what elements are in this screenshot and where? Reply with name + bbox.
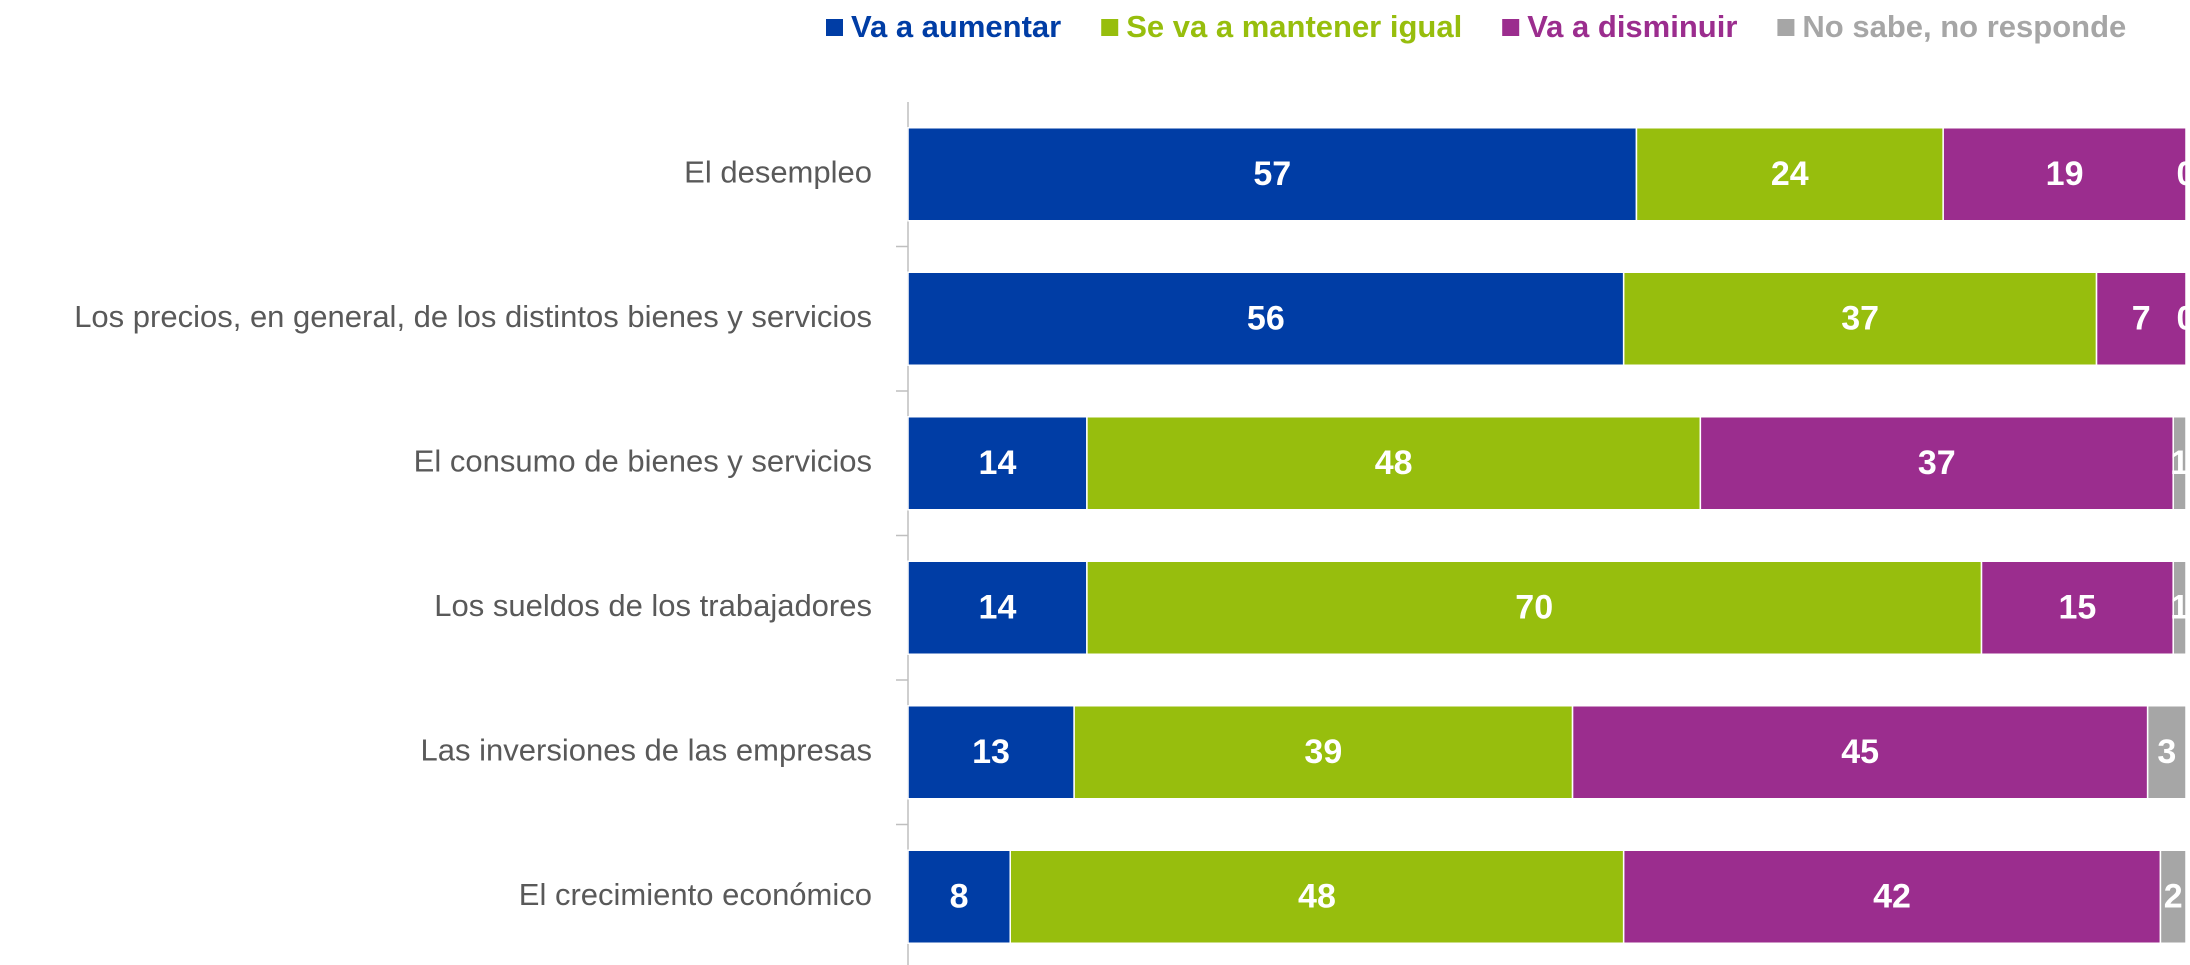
bar-segment	[907, 271, 1625, 366]
data-label: 48	[1375, 444, 1413, 482]
bar-segment	[1942, 127, 2187, 222]
data-label: 57	[1253, 155, 1291, 193]
bar-segment	[907, 849, 1011, 944]
bar-segment	[1980, 560, 2174, 655]
bar-segment	[1571, 705, 2149, 800]
data-label: 0	[2177, 155, 2190, 193]
category-label: El desempleo	[684, 154, 872, 189]
bar-segment	[907, 416, 1088, 511]
category-label: Los sueldos de los trabajadores	[434, 588, 872, 623]
bar-segment	[2172, 560, 2187, 655]
legend-label: No sabe, no responde	[1802, 9, 2126, 44]
data-label: 48	[1298, 878, 1336, 916]
bar-segment	[2095, 271, 2187, 366]
bar-segment	[1699, 416, 2174, 511]
legend-swatch	[1101, 19, 1119, 36]
data-label: 0	[2177, 300, 2190, 338]
data-label: 56	[1247, 300, 1285, 338]
legend-label: Se va a mantener igual	[1126, 9, 1462, 44]
legend-label: Va a disminuir	[1527, 9, 1737, 44]
bar-segment	[907, 127, 1638, 222]
data-label: 37	[1918, 444, 1956, 482]
data-label: 1	[2170, 589, 2189, 627]
data-label: 13	[972, 733, 1010, 771]
category-label: El crecimiento económico	[519, 877, 872, 912]
data-label: 7	[2132, 300, 2151, 338]
data-label: 24	[1771, 155, 1809, 193]
bar-segment	[1073, 705, 1574, 800]
data-label: 19	[2046, 155, 2084, 193]
bar-segment	[907, 705, 1075, 800]
data-label: 14	[979, 589, 1017, 627]
bar-segment	[1622, 849, 2162, 944]
data-label: 42	[1873, 878, 1911, 916]
data-label: 45	[1841, 733, 1879, 771]
data-label: 2	[2164, 878, 2183, 916]
bar-segment	[1635, 127, 1944, 222]
category-label: Los precios, en general, de los distinto…	[74, 299, 872, 334]
bar-segment	[2172, 416, 2187, 511]
category-label: Las inversiones de las empresas	[421, 732, 872, 767]
bar-segment	[1009, 849, 1625, 944]
data-label: 8	[950, 878, 969, 916]
legend-swatch	[1502, 19, 1520, 36]
data-label: 15	[2058, 589, 2096, 627]
bar-segment	[1086, 416, 1702, 511]
data-label: 14	[979, 444, 1017, 482]
data-label: 37	[1841, 300, 1879, 338]
bar-segment	[2159, 849, 2187, 944]
category-label: El consumo de bienes y servicios	[414, 443, 872, 478]
legend-swatch	[1777, 19, 1795, 36]
bar-segment	[2146, 705, 2187, 800]
data-label: 70	[1515, 589, 1553, 627]
data-label: 39	[1304, 733, 1342, 771]
data-label: 1	[2170, 444, 2189, 482]
legend-label: Va a aumentar	[851, 9, 1061, 44]
data-label: 3	[2157, 733, 2176, 771]
legend-swatch	[826, 19, 843, 36]
bar-segment	[1086, 560, 1983, 655]
